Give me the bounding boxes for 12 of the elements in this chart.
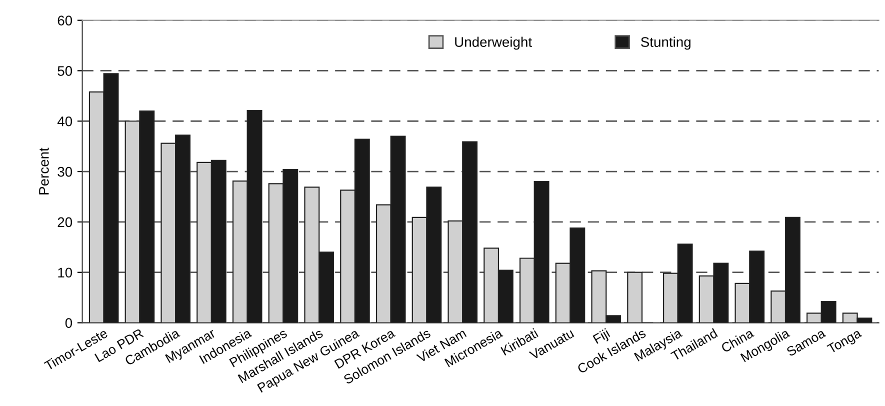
y-tick-label: 40: [57, 116, 72, 126]
y-tick-label: 30: [58, 166, 72, 177]
bar: [627, 272, 643, 323]
legend-label: Stunting: [641, 36, 690, 50]
x-tick-label: Tonga: [826, 328, 864, 356]
y-tick-label: 10: [58, 268, 72, 278]
y-tick-label: 20: [58, 217, 72, 228]
y-tick-label: 0: [65, 318, 72, 328]
legend-label: Underweight: [455, 36, 532, 50]
y-axis-title: Percent: [39, 148, 49, 194]
y-tick-label: 50: [58, 66, 72, 76]
y-tick-label: 60: [58, 16, 72, 26]
